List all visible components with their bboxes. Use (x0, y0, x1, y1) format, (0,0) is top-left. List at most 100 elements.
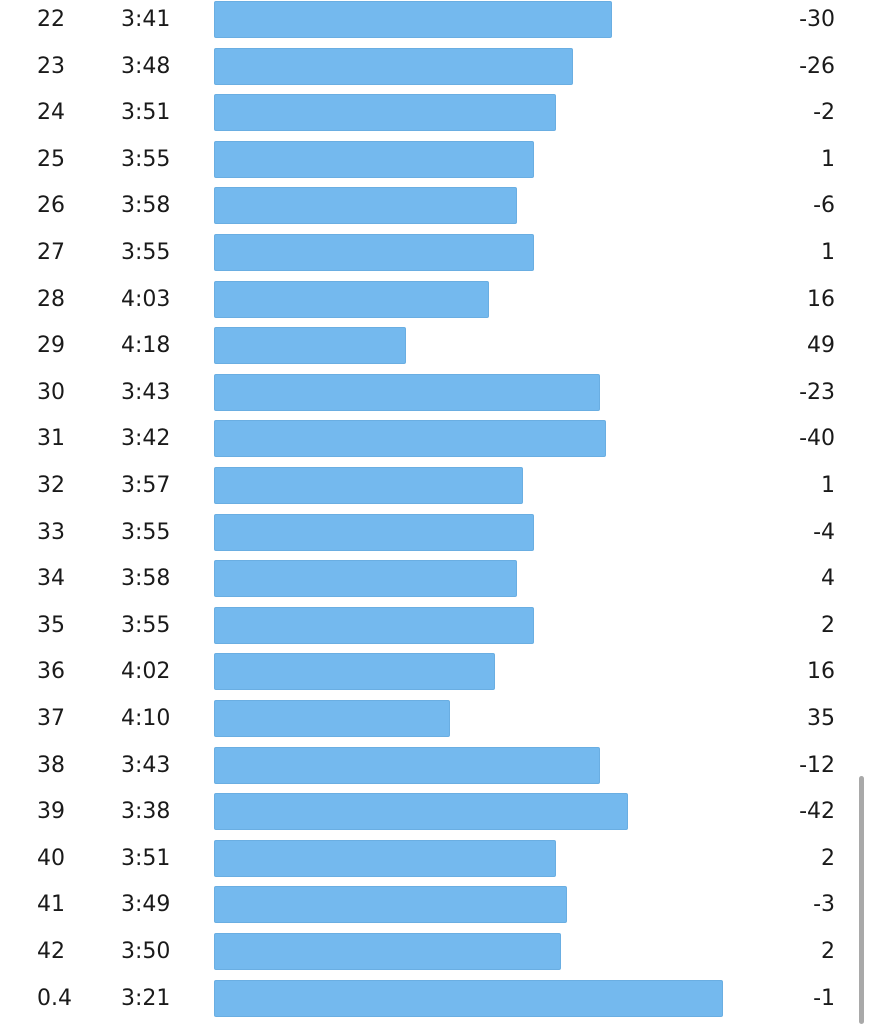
split-elevation: -40 (799, 426, 835, 452)
scrollbar-thumb[interactable] (859, 776, 864, 1024)
split-elevation: 1 (821, 473, 835, 498)
split-elevation: -3 (813, 892, 835, 918)
split-row: 22 3:41 -30 (0, 1, 873, 38)
split-row: 31 3:42 -40 (0, 420, 873, 458)
pace-bar (214, 700, 450, 737)
split-row: 25 3:55 1 (0, 140, 873, 178)
split-pace: 3:55 (121, 240, 171, 265)
split-km: 31 (37, 426, 65, 452)
split-elevation: 16 (807, 659, 835, 685)
split-pace: 3:55 (121, 612, 171, 638)
pace-bar (214, 1, 612, 38)
split-pace: 4:02 (121, 659, 171, 685)
split-pace: 3:49 (121, 892, 171, 918)
split-pace: 3:41 (121, 7, 171, 32)
pace-bar (214, 47, 573, 85)
split-elevation: -4 (813, 519, 835, 545)
split-km: 32 (37, 473, 65, 498)
pace-bar (214, 140, 534, 178)
split-elevation: 1 (821, 146, 835, 172)
split-pace: 3:55 (121, 519, 171, 545)
split-km: 35 (37, 612, 65, 638)
split-row: 33 3:55 -4 (0, 513, 873, 551)
split-pace: 3:51 (121, 845, 171, 871)
split-km: 22 (37, 7, 65, 32)
pace-bar (214, 467, 523, 504)
split-km: 38 (37, 752, 65, 778)
split-km: 40 (37, 845, 65, 871)
pace-bar (214, 280, 489, 318)
split-row: 39 3:38 -42 (0, 793, 873, 831)
pace-bar (214, 746, 600, 784)
split-km: 28 (37, 286, 65, 312)
split-row: 34 3:58 4 (0, 560, 873, 598)
pace-bar (214, 839, 556, 877)
split-row: 0.4 3:21 -1 (0, 979, 873, 1017)
split-pace: 3:51 (121, 100, 171, 126)
split-elevation: 2 (821, 845, 835, 871)
split-pace: 3:58 (121, 566, 171, 592)
split-pace: 3:57 (121, 473, 171, 498)
split-km: 34 (37, 566, 65, 592)
split-elevation: 49 (807, 333, 835, 359)
split-km: 27 (37, 240, 65, 265)
split-row: 23 3:48 -26 (0, 47, 873, 85)
split-row: 29 4:18 49 (0, 327, 873, 365)
split-pace: 3:21 (121, 985, 171, 1011)
split-pace: 3:48 (121, 53, 171, 79)
split-km: 23 (37, 53, 65, 79)
split-km: 30 (37, 379, 65, 405)
split-elevation: 4 (821, 566, 835, 592)
pace-bar (214, 94, 556, 132)
split-pace: 3:58 (121, 193, 171, 219)
split-row: 38 3:43 -12 (0, 746, 873, 784)
split-elevation: -2 (813, 100, 835, 126)
split-km: 42 (37, 939, 65, 964)
split-elevation: -26 (799, 53, 835, 79)
split-row: 41 3:49 -3 (0, 886, 873, 924)
split-elevation: 16 (807, 286, 835, 312)
split-km: 33 (37, 519, 65, 545)
split-row: 36 4:02 16 (0, 653, 873, 691)
split-row: 42 3:50 2 (0, 933, 873, 970)
split-km: 41 (37, 892, 65, 918)
split-row: 26 3:58 -6 (0, 187, 873, 225)
split-km: 29 (37, 333, 65, 359)
split-km: 24 (37, 100, 65, 126)
split-elevation: 1 (821, 240, 835, 265)
split-elevation: -23 (799, 379, 835, 405)
pace-bar (214, 979, 723, 1017)
pace-bar (214, 234, 534, 271)
split-row: 40 3:51 2 (0, 839, 873, 877)
pace-bar (214, 187, 517, 225)
split-pace: 4:03 (121, 286, 171, 312)
split-pace: 3:55 (121, 146, 171, 172)
pace-bar (214, 886, 567, 924)
split-pace: 4:10 (121, 706, 171, 731)
split-elevation: -1 (813, 985, 835, 1011)
split-pace: 3:50 (121, 939, 171, 964)
split-elevation: 2 (821, 939, 835, 964)
split-elevation: -6 (813, 193, 835, 219)
split-km: 25 (37, 146, 65, 172)
pace-bar (214, 420, 606, 458)
split-row: 30 3:43 -23 (0, 373, 873, 411)
pace-bar (214, 606, 534, 644)
split-elevation: -12 (799, 752, 835, 778)
split-elevation: -30 (799, 7, 835, 32)
split-km: 26 (37, 193, 65, 219)
split-row: 35 3:55 2 (0, 606, 873, 644)
pace-bar (214, 327, 406, 365)
pace-bar (214, 933, 561, 970)
split-km: 37 (37, 706, 65, 731)
split-row: 37 4:10 35 (0, 700, 873, 737)
split-elevation: 2 (821, 612, 835, 638)
pace-bar (214, 513, 534, 551)
split-row: 28 4:03 16 (0, 280, 873, 318)
split-km: 36 (37, 659, 65, 685)
pace-bar (214, 793, 628, 831)
split-elevation: -42 (799, 799, 835, 825)
split-pace: 4:18 (121, 333, 171, 359)
pace-bar (214, 653, 495, 691)
split-pace: 3:42 (121, 426, 171, 452)
